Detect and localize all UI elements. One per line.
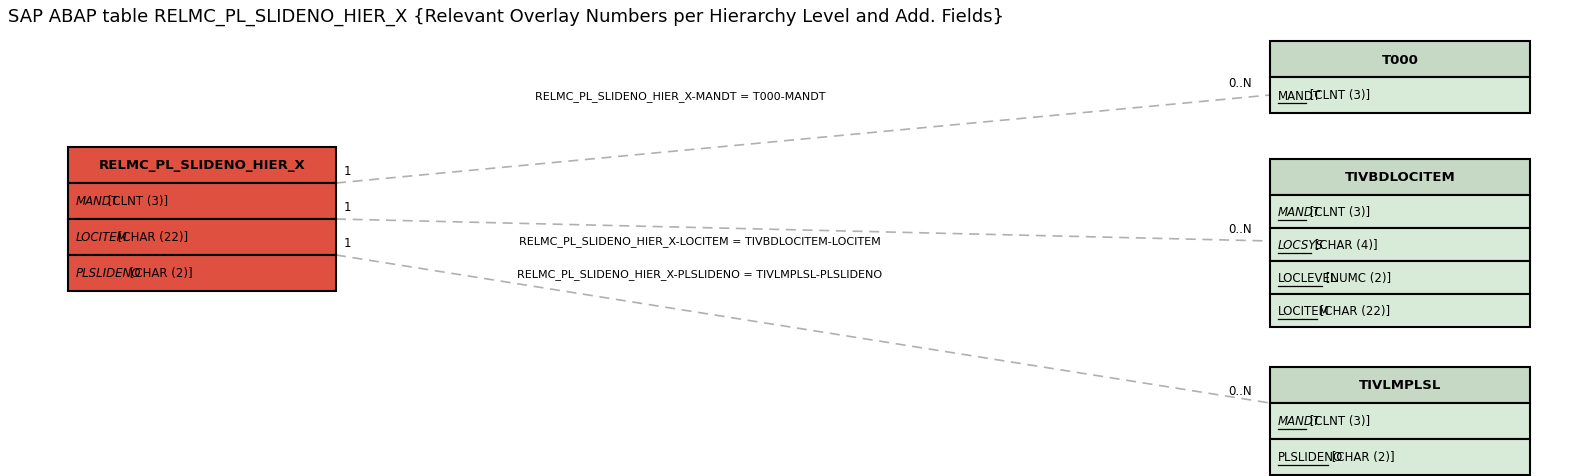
Text: TIVBDLOCITEM: TIVBDLOCITEM (1344, 171, 1456, 184)
Text: 0..N: 0..N (1228, 384, 1252, 397)
Text: RELMC_PL_SLIDENO_HIER_X-LOCITEM = TIVBDLOCITEM-LOCITEM: RELMC_PL_SLIDENO_HIER_X-LOCITEM = TIVBDL… (519, 236, 881, 247)
Text: MANDT: MANDT (76, 195, 119, 208)
Text: [NUMC (2)]: [NUMC (2)] (1322, 271, 1391, 284)
FancyBboxPatch shape (1270, 159, 1530, 196)
Text: [CHAR (22)]: [CHAR (22)] (114, 231, 188, 244)
Text: [CLNT (3)]: [CLNT (3)] (103, 195, 168, 208)
FancyBboxPatch shape (1270, 228, 1530, 261)
FancyBboxPatch shape (1270, 294, 1530, 327)
FancyBboxPatch shape (1270, 196, 1530, 228)
Text: TIVLMPLSL: TIVLMPLSL (1358, 379, 1442, 392)
Text: LOCLEVEL: LOCLEVEL (1277, 271, 1338, 284)
Text: [CLNT (3)]: [CLNT (3)] (1306, 415, 1369, 427)
FancyBboxPatch shape (1270, 78, 1530, 114)
FancyBboxPatch shape (68, 148, 337, 184)
Text: [CHAR (2)]: [CHAR (2)] (1328, 451, 1394, 464)
Text: MANDT: MANDT (1277, 415, 1322, 427)
Text: PLSLIDENO: PLSLIDENO (1277, 451, 1344, 464)
Text: [CLNT (3)]: [CLNT (3)] (1306, 206, 1369, 218)
Text: 1: 1 (345, 237, 351, 249)
Text: [CHAR (4)]: [CHAR (4)] (1311, 238, 1377, 251)
Text: 1: 1 (345, 200, 351, 214)
Text: RELMC_PL_SLIDENO_HIER_X-MANDT = T000-MANDT: RELMC_PL_SLIDENO_HIER_X-MANDT = T000-MAN… (534, 91, 825, 102)
Text: [CHAR (2)]: [CHAR (2)] (125, 267, 193, 280)
FancyBboxPatch shape (1270, 367, 1530, 403)
Text: PLSLIDENO: PLSLIDENO (76, 267, 142, 280)
Text: SAP ABAP table RELMC_PL_SLIDENO_HIER_X {Relevant Overlay Numbers per Hierarchy L: SAP ABAP table RELMC_PL_SLIDENO_HIER_X {… (8, 8, 1004, 26)
Text: 0..N: 0..N (1228, 77, 1252, 90)
Text: RELMC_PL_SLIDENO_HIER_X: RELMC_PL_SLIDENO_HIER_X (98, 159, 305, 172)
Text: [CLNT (3)]: [CLNT (3)] (1306, 89, 1369, 102)
Text: LOCSYS: LOCSYS (1277, 238, 1323, 251)
Text: MANDT: MANDT (1277, 206, 1322, 218)
Text: 1: 1 (345, 165, 351, 178)
Text: LOCITEM: LOCITEM (76, 231, 128, 244)
FancyBboxPatch shape (1270, 403, 1530, 439)
Text: LOCITEM: LOCITEM (1277, 304, 1330, 317)
FancyBboxPatch shape (1270, 261, 1530, 294)
Text: [CHAR (22)]: [CHAR (22)] (1317, 304, 1391, 317)
FancyBboxPatch shape (1270, 439, 1530, 475)
FancyBboxPatch shape (68, 184, 337, 219)
Text: RELMC_PL_SLIDENO_HIER_X-PLSLIDENO = TIVLMPLSL-PLSLIDENO: RELMC_PL_SLIDENO_HIER_X-PLSLIDENO = TIVL… (517, 269, 882, 280)
FancyBboxPatch shape (68, 219, 337, 256)
FancyBboxPatch shape (1270, 42, 1530, 78)
Text: MANDT: MANDT (1277, 89, 1322, 102)
Text: T000: T000 (1382, 53, 1418, 66)
Text: 0..N: 0..N (1228, 223, 1252, 236)
FancyBboxPatch shape (68, 256, 337, 291)
